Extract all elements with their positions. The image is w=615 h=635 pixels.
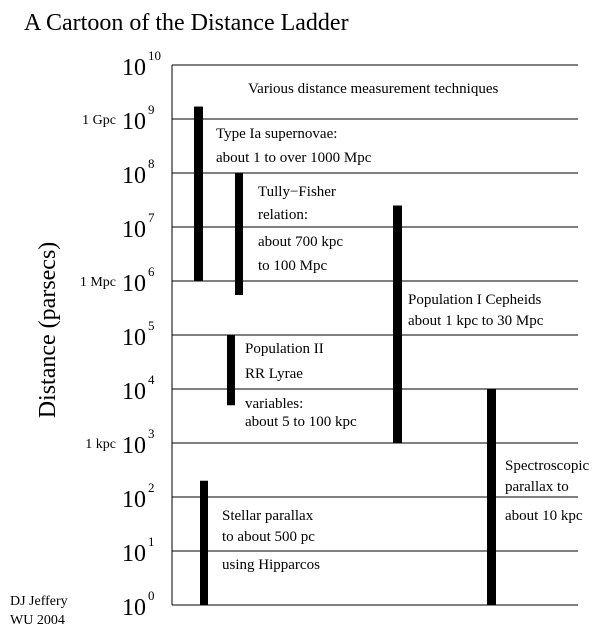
y-tick-label: 10 [122, 55, 146, 81]
range-label-1-line-2: about 700 kpc [258, 234, 343, 250]
range-label-2-line-3: about 5 to 100 kpc [245, 414, 357, 430]
range-label-1-line-0: Tully−Fisher [258, 184, 336, 200]
range-label-4-line-1: about 1 kpc to 30 Mpc [408, 313, 544, 329]
y-tick-label: 10 [122, 595, 146, 621]
y-tick-label: 10 [122, 433, 146, 459]
range-bar-0 [194, 106, 203, 281]
y-tick-exponent: 7 [148, 210, 155, 225]
y-axis-label: Distance (parsecs) [35, 242, 61, 419]
chart-title: A Cartoon of the Distance Ladder [24, 10, 349, 36]
y-tick-label: 10 [122, 163, 146, 189]
range-label-3-line-1: to about 500 pc [222, 529, 315, 545]
range-label-5-line-2: about 10 kpc [505, 508, 583, 524]
y-tick-unit: 1 kpc [85, 437, 116, 452]
range-bar-5 [487, 389, 496, 605]
y-tick-unit: 1 Gpc [82, 113, 116, 128]
y-tick-label: 10 [122, 109, 146, 135]
range-label-3-line-0: Stellar parallax [222, 508, 314, 524]
range-label-5-line-1: parallax to [505, 479, 569, 495]
range-bar-4 [393, 205, 402, 443]
y-tick-exponent: 0 [148, 588, 155, 603]
range-label-0-line-0: Type Ia supernovae: [216, 126, 337, 142]
range-label-3-line-2: using Hipparcos [222, 557, 320, 573]
y-tick-exponent: 6 [148, 264, 155, 279]
y-tick-label: 10 [122, 487, 146, 513]
y-tick-exponent: 9 [148, 102, 155, 117]
credit-line-2: WU 2004 [10, 613, 65, 628]
range-label-0-line-1: about 1 to over 1000 Mpc [216, 150, 372, 166]
y-tick-label: 10 [122, 271, 146, 297]
range-label-4-line-0: Population I Cepheids [408, 292, 541, 308]
y-tick-label: 10 [122, 541, 146, 567]
range-bar-3 [200, 480, 208, 605]
range-labels: Type Ia supernovae: about 1 to over 1000 … [216, 126, 589, 573]
range-bar-2 [227, 335, 235, 406]
range-label-2-line-2: variables: [245, 396, 303, 412]
y-tick-exponent: 10 [148, 48, 161, 63]
range-label-2-line-0: Population II [245, 341, 324, 357]
y-tick-exponent: 3 [148, 426, 155, 441]
y-tick-label: 10 [122, 217, 146, 243]
header-note: Various distance measurement techniques [248, 81, 498, 97]
y-tick-unit: 1 Mpc [80, 275, 116, 290]
range-bar-1 [235, 173, 243, 296]
y-tick-exponent: 5 [148, 318, 155, 333]
range-label-1-line-3: to 100 Mpc [258, 258, 328, 274]
y-tick-exponent: 2 [148, 480, 155, 495]
range-label-5-line-0: Spectroscopic [505, 458, 589, 474]
range-label-1-line-1: relation: [258, 207, 308, 223]
y-tick-exponent: 8 [148, 156, 155, 171]
range-label-2-line-1: RR Lyrae [245, 366, 303, 382]
credit-line-1: DJ Jeffery [10, 594, 68, 609]
range-bars [194, 106, 496, 605]
y-tick-label: 10 [122, 325, 146, 351]
y-tick-label: 10 [122, 379, 146, 405]
y-tick-exponent: 4 [148, 372, 155, 387]
y-tick-exponent: 1 [148, 534, 155, 549]
